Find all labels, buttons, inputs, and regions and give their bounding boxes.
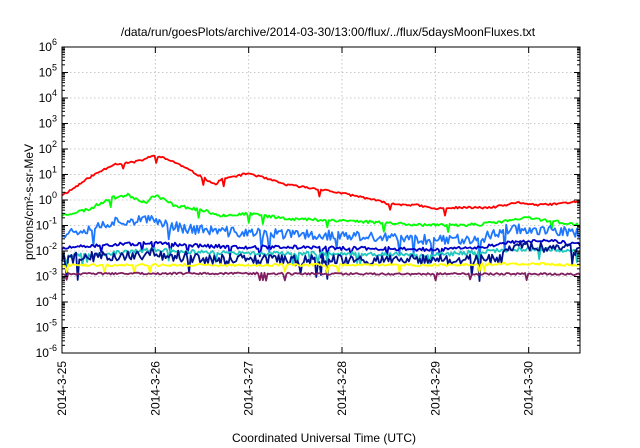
x-tick-label: 2014-3-25 (55, 361, 69, 416)
y-tick-exponent: -1 (49, 216, 57, 226)
y-tick-exponent: 2 (52, 139, 57, 149)
series-layer (61, 154, 581, 282)
y-tick-exponent: -2 (49, 241, 57, 251)
series-line-7 (61, 261, 581, 275)
y-tick-label: 101 (39, 165, 57, 182)
y-tick-label: 105 (39, 63, 57, 80)
y-tick-label: 10-5 (36, 318, 57, 335)
x-axis-title: Coordinated Universal Time (UTC) (232, 431, 416, 445)
series-line-1 (61, 154, 581, 217)
series-line-8 (61, 271, 581, 282)
chart-title: /data/run/goesPlots/archive/2014-03-30/1… (121, 25, 536, 39)
y-tick-label: 106 (39, 37, 57, 54)
x-tick-label: 2014-3-29 (428, 361, 442, 416)
series-line-3 (61, 214, 581, 262)
y-tick-label: 10-1 (36, 216, 57, 233)
y-tick-exponent: 0 (52, 190, 57, 200)
y-tick-exponent: -5 (49, 318, 57, 328)
x-tick-label: 2014-3-28 (335, 361, 349, 416)
y-tick-exponent: -4 (49, 292, 57, 302)
y-tick-exponent: 4 (52, 88, 57, 98)
series-line-6 (61, 240, 581, 282)
y-tick-exponent: -6 (49, 343, 57, 353)
series-line-2 (61, 192, 581, 233)
y-tick-label: 103 (39, 114, 57, 131)
y-tick-exponent: 1 (52, 165, 57, 175)
y-tick-exponent: 3 (52, 114, 57, 124)
y-tick-label: 100 (39, 190, 57, 207)
y-tick-label: 10-6 (36, 343, 57, 360)
y-axis-title: protons/cm²-s-sr-MeV (22, 144, 36, 260)
x-tick-label: 2014-3-26 (148, 361, 162, 416)
y-tick-label: 10-2 (36, 241, 57, 258)
grid-layer (62, 47, 580, 353)
x-tick-label: 2014-3-30 (522, 361, 536, 416)
y-tick-exponent: 5 (52, 63, 57, 73)
series-line-4 (61, 238, 581, 259)
x-tick-label: 2014-3-27 (242, 361, 256, 416)
y-tick-label: 104 (39, 88, 57, 105)
axes-layer: 10-610-510-410-310-210-11001011021031041… (36, 37, 581, 416)
y-tick-label: 10-3 (36, 267, 57, 284)
y-tick-label: 10-4 (36, 292, 57, 309)
y-tick-exponent: -3 (49, 267, 57, 277)
y-tick-exponent: 6 (52, 37, 57, 47)
y-tick-label: 102 (39, 139, 57, 156)
plot-frame (61, 46, 581, 354)
